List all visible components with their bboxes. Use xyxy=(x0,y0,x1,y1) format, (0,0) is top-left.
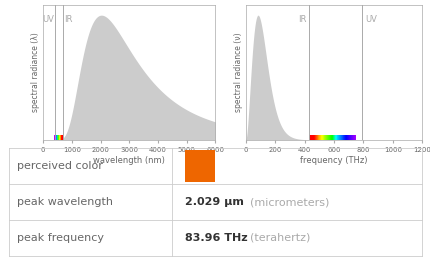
Bar xyxy=(185,150,215,182)
Text: IR: IR xyxy=(64,15,72,24)
Text: perceived color: perceived color xyxy=(17,161,103,171)
X-axis label: wavelength (nm): wavelength (nm) xyxy=(93,156,165,165)
Text: peak frequency: peak frequency xyxy=(17,233,104,243)
X-axis label: frequency (THz): frequency (THz) xyxy=(300,156,367,165)
Y-axis label: spectral radiance (λ): spectral radiance (λ) xyxy=(31,33,40,112)
Text: UV: UV xyxy=(364,15,376,24)
Y-axis label: spectral radiance (ν): spectral radiance (ν) xyxy=(233,33,243,112)
Text: peak wavelength: peak wavelength xyxy=(17,197,113,207)
Text: UV: UV xyxy=(42,15,54,24)
Text: (terahertz): (terahertz) xyxy=(249,233,310,243)
Text: 2.029 μm: 2.029 μm xyxy=(185,197,252,207)
Text: 83.96 THz: 83.96 THz xyxy=(185,233,255,243)
Text: (micrometers): (micrometers) xyxy=(249,197,329,207)
Text: IR: IR xyxy=(297,15,305,24)
